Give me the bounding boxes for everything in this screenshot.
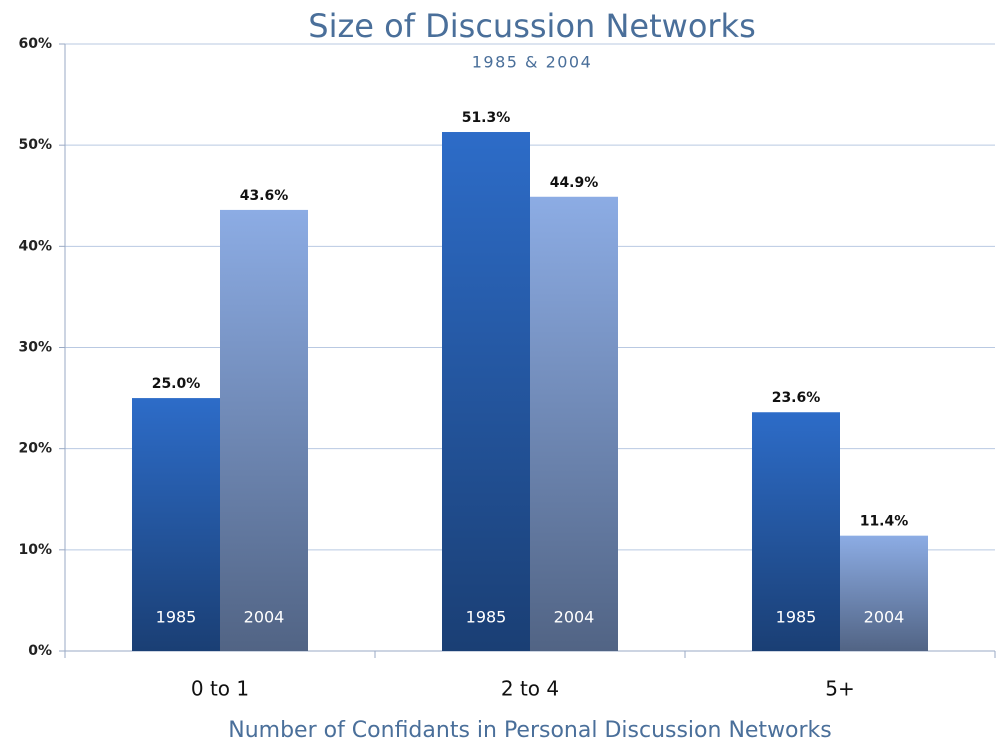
y-tick-label: 50%	[18, 137, 52, 153]
y-tick-label: 60%	[18, 36, 52, 52]
series-label: 1985	[156, 608, 197, 627]
y-tick-label: 30%	[18, 340, 52, 356]
series-label: 1985	[776, 608, 817, 627]
y-tick-label: 20%	[18, 441, 52, 457]
data-label: 11.4%	[860, 514, 909, 530]
x-tick-label: 2 to 4	[501, 677, 559, 701]
data-label: 44.9%	[550, 175, 599, 191]
data-label: 43.6%	[240, 188, 289, 204]
x-tick-label: 5+	[825, 677, 854, 701]
data-label: 23.6%	[772, 390, 821, 406]
bar-shade	[840, 535, 928, 651]
y-tick-label: 0%	[28, 643, 52, 659]
bar-shade	[132, 398, 220, 651]
chart-subtitle: 1985 & 2004	[472, 53, 593, 72]
series-label: 2004	[244, 608, 285, 627]
y-tick-label: 40%	[18, 238, 52, 254]
bar-shade	[442, 132, 530, 651]
data-label: 25.0%	[152, 376, 201, 392]
y-tick-label: 10%	[18, 542, 52, 558]
series-label: 2004	[864, 608, 905, 627]
series-label: 2004	[554, 608, 595, 627]
bar-shade	[530, 196, 618, 652]
data-label: 51.3%	[462, 110, 511, 126]
x-tick-label: 0 to 1	[191, 677, 249, 701]
chart-title: Size of Discussion Networks	[308, 7, 756, 45]
bar-shade	[752, 412, 840, 651]
bar-shade	[220, 209, 308, 651]
series-label: 1985	[466, 608, 507, 627]
x-axis-label: Number of Confidants in Personal Discuss…	[228, 718, 832, 742]
